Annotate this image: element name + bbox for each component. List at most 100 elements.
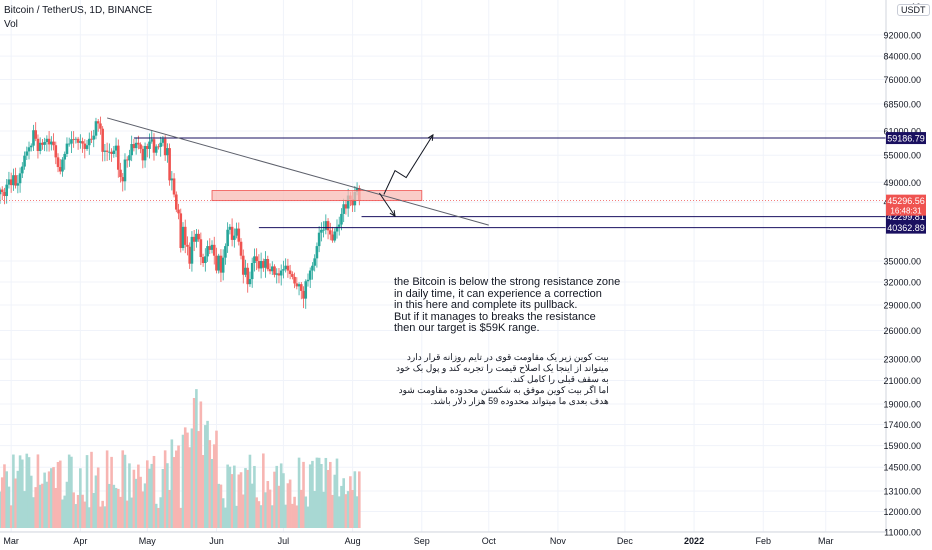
candle-body (315, 246, 319, 259)
candle-body (346, 195, 350, 209)
volume-bar (239, 472, 243, 528)
candle-body (12, 175, 15, 186)
candle-body (29, 145, 33, 148)
candle-body (50, 141, 53, 145)
candle-body (186, 244, 189, 247)
candle-body (99, 123, 102, 129)
candle-body (7, 179, 11, 185)
volume-bar (266, 481, 270, 528)
scenario-up-arrowhead (427, 133, 434, 141)
volume-bar (7, 486, 11, 528)
candle-body (270, 266, 274, 272)
volume-bar (208, 440, 212, 528)
volume-bar (128, 463, 131, 528)
candle-body (210, 244, 214, 250)
candle-body (317, 232, 321, 247)
volume-indicator-label[interactable]: Vol (4, 19, 18, 30)
volume-bar (121, 450, 125, 528)
candle-body (257, 260, 261, 269)
volume-bar (246, 469, 250, 528)
volume-bar (143, 483, 147, 528)
price-tick-label: 76000.00 (883, 75, 921, 85)
volume-bar (212, 444, 216, 528)
candle-body (279, 270, 283, 276)
candle-body (38, 142, 42, 152)
volume-bar (273, 471, 276, 528)
candle-body (114, 145, 118, 151)
candle-body (217, 255, 221, 271)
volume-bar (90, 451, 93, 528)
volume-bar (268, 489, 272, 528)
volume-bar (299, 489, 303, 528)
volume-bar (52, 467, 55, 528)
volume-bar (235, 505, 238, 528)
price-label-support-2: 40362.89 (887, 223, 925, 233)
candle-body (322, 229, 325, 231)
volume-bar (328, 461, 332, 528)
volume-bar (72, 492, 75, 528)
volume-bar (326, 469, 330, 528)
price-tick-label: 11000.00 (884, 527, 921, 537)
volume-bar (148, 468, 151, 528)
time-axis[interactable]: Mar Apr May Jun Jul Aug Sep Oct Nov Dec 2022 Feb Mar (0, 531, 886, 546)
volume-bar (116, 488, 120, 528)
candle-body (282, 269, 285, 271)
candle-body (268, 269, 272, 272)
volume-bar (206, 420, 209, 528)
volume-bar (228, 466, 232, 528)
volume-bar (188, 447, 191, 528)
candle-body (65, 143, 69, 154)
candle-body (3, 192, 6, 197)
time-tick-label: Aug (345, 536, 361, 546)
volume-bars (0, 389, 361, 528)
volume-bar (335, 458, 339, 528)
volume-bar (79, 468, 82, 528)
price-tick-label: 17400.00 (883, 420, 921, 430)
candle-body (58, 167, 62, 172)
candle-body (342, 204, 345, 214)
volume-bar (41, 483, 44, 528)
resistance-zone (211, 190, 423, 202)
candle-body (235, 228, 238, 236)
candle-body (337, 224, 341, 227)
volume-bar (141, 491, 145, 528)
volume-bar (255, 497, 258, 528)
currency-badge[interactable]: USDT (897, 4, 930, 16)
candle-body (221, 257, 225, 273)
volume-bar (311, 460, 314, 528)
volume-bar (215, 430, 218, 528)
candle-body (291, 274, 294, 277)
time-tick-label: May (139, 536, 157, 546)
candle-body (335, 226, 339, 232)
chart-title: Bitcoin / TetherUS, 1D, BINANCE (4, 5, 153, 16)
volume-bar (108, 483, 111, 528)
candle-body (87, 138, 91, 146)
volume-bar (284, 504, 287, 528)
time-tick-label: Feb (755, 536, 771, 546)
candle-body (150, 139, 154, 142)
scenario-down-arrowhead (389, 210, 396, 218)
volume-bar (87, 507, 91, 528)
candle-body (110, 151, 113, 154)
candle-body (215, 255, 218, 271)
candle-body (295, 283, 299, 287)
candle-body (43, 141, 46, 145)
volume-bar (302, 461, 305, 528)
candle-body (288, 270, 292, 275)
chart-drawings (0, 117, 886, 229)
volume-bar (105, 450, 109, 528)
volume-bar (47, 471, 51, 528)
candle-body (92, 135, 96, 140)
volume-bar (23, 491, 26, 528)
price-tick-label: 21000.00 (883, 376, 921, 386)
candle-body (116, 145, 120, 170)
volume-bar (295, 505, 299, 528)
volume-bar (58, 460, 62, 528)
volume-bar (237, 474, 241, 528)
candle-body (324, 221, 328, 230)
candle-body (168, 148, 171, 181)
price-axis[interactable]: 92000.00 84000.00 76000.00 68500.00 61000.00… (883, 0, 921, 537)
price-tick-label: 92000.00 (883, 30, 921, 40)
price-tick-label: 23000.00 (883, 355, 921, 365)
